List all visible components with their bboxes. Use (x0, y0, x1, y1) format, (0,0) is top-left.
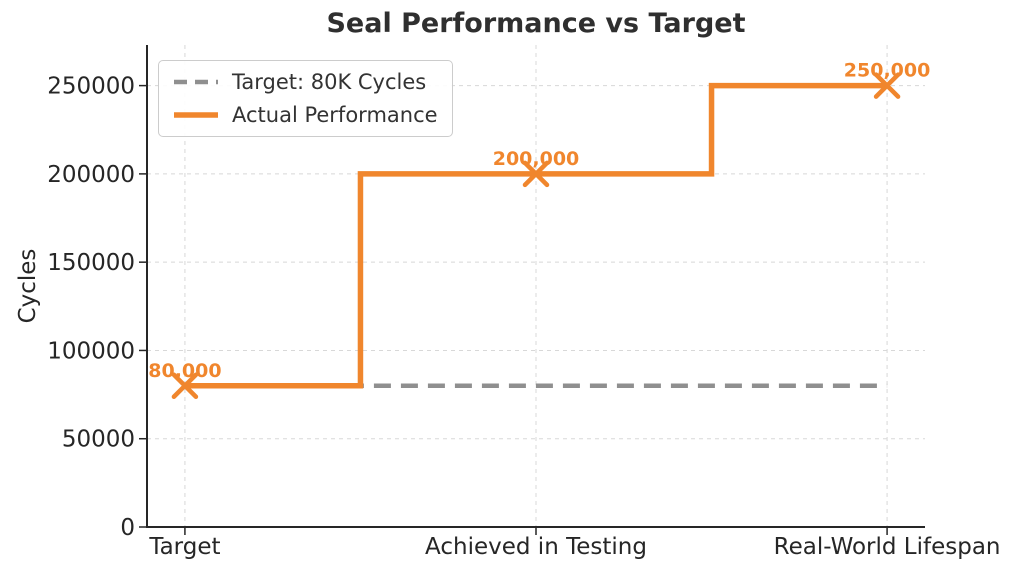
legend-item-actual: Actual Performance (173, 103, 438, 127)
x-tick-label: Target (148, 534, 220, 560)
x-marker (522, 160, 550, 188)
point-label: 250,000 (844, 60, 931, 82)
y-tick-label: 150000 (47, 250, 135, 276)
y-axis-title: Cycles (15, 248, 41, 324)
dashed-line-sample-icon (174, 79, 218, 85)
point-label: 80,000 (148, 360, 221, 382)
chart-title: Seal Performance vs Target (326, 8, 746, 39)
solid-line-sample-icon (174, 112, 218, 118)
legend-label-target: Target: 80K Cycles (232, 70, 427, 94)
legend-label-actual: Actual Performance (232, 103, 438, 127)
x-marker (171, 372, 199, 400)
x-tick-label: Achieved in Testing (425, 534, 647, 560)
y-tick-label: 100000 (47, 338, 135, 364)
y-tick-label: 50000 (62, 427, 135, 453)
x-marker (873, 72, 901, 99)
y-tick-label: 0 (120, 515, 135, 541)
legend-item-target: Target: 80K Cycles (173, 70, 438, 94)
point-label: 200,000 (493, 148, 580, 170)
y-tick-label: 250000 (47, 74, 135, 100)
x-tick-label: Real-World Lifespan (774, 534, 1001, 560)
y-tick-label: 200000 (47, 162, 135, 188)
legend: Target: 80K Cycles Actual Performance (158, 60, 453, 137)
